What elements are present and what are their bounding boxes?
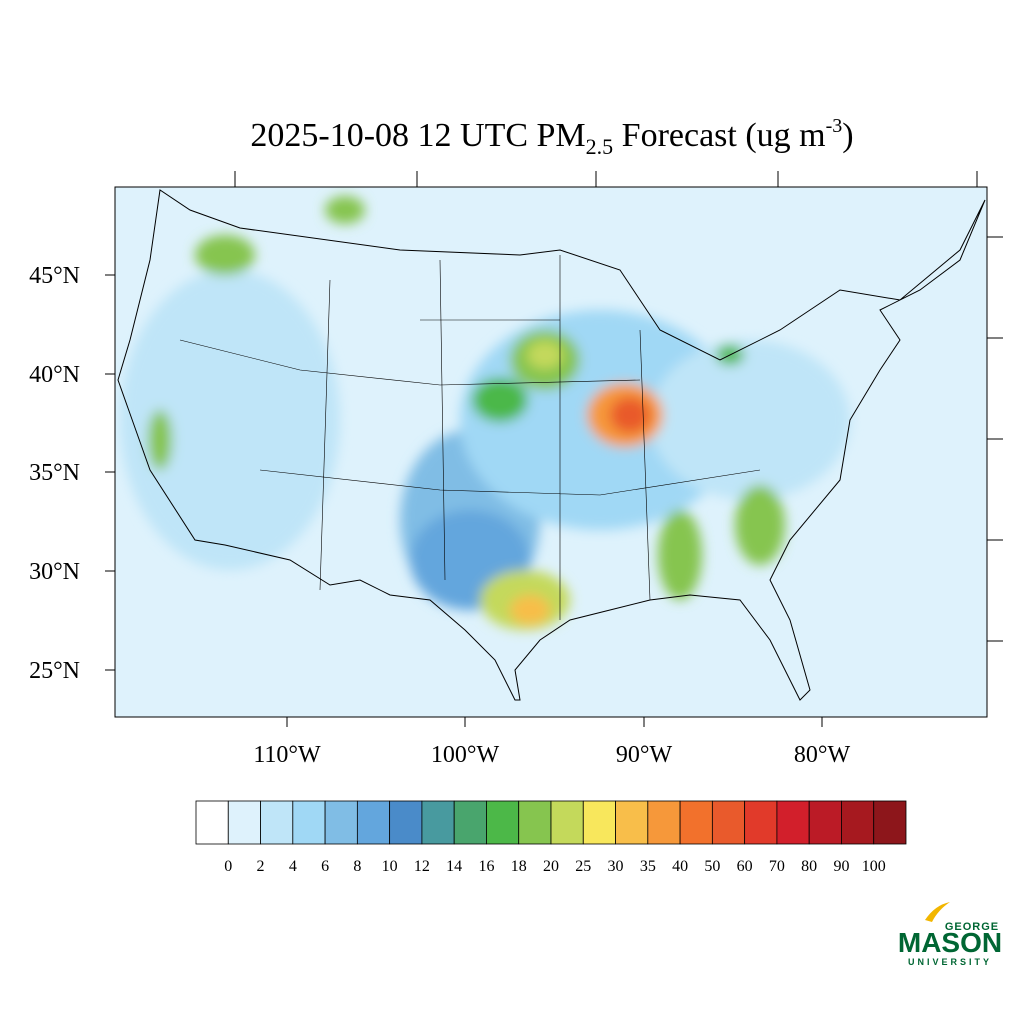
lat-label: 25°N xyxy=(29,658,80,684)
colorbar-label: 25 xyxy=(575,858,591,875)
lat-label: 40°N xyxy=(29,362,80,388)
colorbar-box xyxy=(841,800,875,845)
coastline xyxy=(117,189,986,701)
title-prefix: 2025-10-08 12 UTC PM xyxy=(250,117,585,154)
colorbar-label: 0 xyxy=(224,858,232,875)
title: 2025-10-08 12 UTC PM2.5 Forecast (ug m-3… xyxy=(250,115,853,159)
colorbar-label: 2 xyxy=(257,858,265,875)
colorbar-label: 12 xyxy=(414,858,430,875)
colorbar-label: 10 xyxy=(382,858,398,875)
title-suffix: ) xyxy=(842,117,853,154)
colorbar-box xyxy=(518,800,552,845)
logo: GEORGE MASON UNIVERSITY xyxy=(898,902,1002,967)
concentration-field xyxy=(120,196,850,630)
colorbar-label: 4 xyxy=(289,858,297,875)
colorbar-label: 90 xyxy=(833,858,849,875)
colorbar-label: 50 xyxy=(704,858,720,875)
map-ticks: 45°N 40°N 35°N 30°N 25°N 110°W 100°W 90°W 80°W xyxy=(29,171,1003,768)
logo-mark xyxy=(925,902,950,922)
logo-bottom: UNIVERSITY xyxy=(908,957,992,967)
lat-label: 35°N xyxy=(29,460,80,486)
title-subscript: 2.5 xyxy=(586,134,614,159)
colorbar-label: 40 xyxy=(672,858,688,875)
title-superscript: -3 xyxy=(826,115,843,137)
lon-label: 110°W xyxy=(253,742,321,768)
colorbar-box xyxy=(808,800,842,845)
colorbar-label: 8 xyxy=(353,858,361,875)
colorbar-box xyxy=(873,800,907,845)
colorbar-box xyxy=(227,800,261,845)
colorbar-box xyxy=(582,800,616,845)
colorbar-box xyxy=(486,800,520,845)
colorbar-box xyxy=(292,800,326,845)
colorbar: 0 2 4 6 8 10 12 14 16 18 20 25 30 35 40 50 60 70 80 90 100 xyxy=(195,800,907,875)
colorbar-box xyxy=(453,800,487,845)
map-frame xyxy=(114,186,988,718)
colorbar-box xyxy=(421,800,455,845)
lat-label: 30°N xyxy=(29,559,80,585)
colorbar-label: 80 xyxy=(801,858,817,875)
logo-main: MASON xyxy=(898,927,1002,958)
lon-label: 100°W xyxy=(431,742,500,768)
colorbar-box xyxy=(195,800,229,845)
colorbar-box xyxy=(711,800,746,845)
title-middle: Forecast (ug m xyxy=(613,117,825,154)
map xyxy=(115,187,987,717)
lon-label: 80°W xyxy=(794,742,851,768)
state-borders xyxy=(179,255,761,620)
lon-label: 90°W xyxy=(616,742,673,768)
colorbar-label: 6 xyxy=(321,858,329,875)
colorbar-label: 100 xyxy=(862,858,886,875)
colorbar-label: 14 xyxy=(446,858,462,875)
colorbar-box xyxy=(679,800,713,845)
colorbar-box xyxy=(550,800,584,845)
colorbar-label: 35 xyxy=(640,858,656,875)
colorbar-label: 60 xyxy=(737,858,753,875)
colorbar-label: 18 xyxy=(511,858,527,875)
colorbar-label: 20 xyxy=(543,858,559,875)
colorbar-box xyxy=(615,800,649,845)
colorbar-box xyxy=(744,800,778,845)
colorbar-label: 70 xyxy=(769,858,785,875)
logo-top: GEORGE xyxy=(945,921,999,933)
colorbar-box xyxy=(389,800,423,845)
colorbar-box xyxy=(356,800,391,845)
lat-label: 45°N xyxy=(29,263,80,289)
colorbar-label: 16 xyxy=(478,858,494,875)
colorbar-box xyxy=(260,800,294,845)
colorbar-box xyxy=(647,800,681,845)
colorbar-label: 30 xyxy=(608,858,624,875)
colorbar-box xyxy=(324,800,358,845)
colorbar-box xyxy=(776,800,810,845)
